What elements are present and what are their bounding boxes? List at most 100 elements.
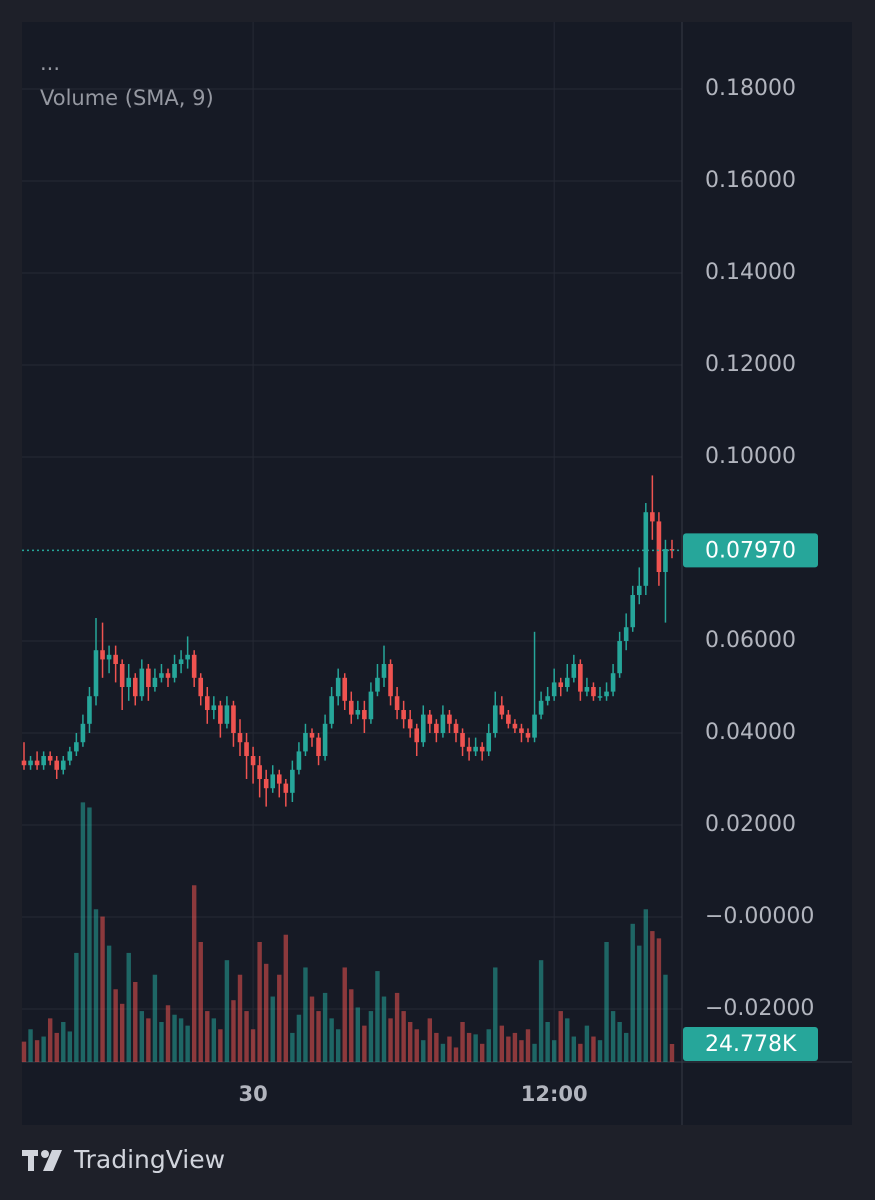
candle-body bbox=[231, 705, 236, 734]
volume-bar bbox=[453, 1047, 459, 1062]
last-volume-badge bbox=[683, 1026, 818, 1061]
volume-bar bbox=[499, 1025, 505, 1062]
volume-bar bbox=[473, 1034, 478, 1062]
volume-bar bbox=[368, 1011, 374, 1062]
volume-bar bbox=[362, 1025, 367, 1062]
volume-bar bbox=[205, 1011, 210, 1062]
volume-bar bbox=[316, 1011, 321, 1062]
volume-bar bbox=[656, 938, 662, 1062]
x-tick-label: 12:00 bbox=[521, 1082, 588, 1106]
volume-bar bbox=[519, 1040, 524, 1062]
candle-body bbox=[578, 664, 583, 692]
volume-bar bbox=[349, 989, 354, 1062]
candle-body bbox=[335, 677, 341, 697]
candle-body bbox=[93, 650, 99, 697]
candle-body bbox=[375, 677, 380, 692]
volume-bar bbox=[591, 1036, 596, 1062]
volume-bar bbox=[610, 1011, 616, 1062]
volume-bar bbox=[290, 1032, 295, 1062]
volume-bar bbox=[87, 807, 92, 1062]
candle-body bbox=[185, 654, 190, 660]
brand-logo bbox=[22, 1150, 62, 1171]
volume-bar bbox=[532, 1043, 537, 1062]
candle-body bbox=[276, 774, 282, 784]
candle-body bbox=[132, 677, 138, 697]
volume-bar bbox=[342, 967, 347, 1062]
candle-body bbox=[564, 677, 570, 688]
volume-bar bbox=[460, 1022, 465, 1062]
candle-body bbox=[414, 728, 420, 743]
candle-body bbox=[165, 673, 171, 678]
volume-bar bbox=[218, 1029, 223, 1062]
candle-body bbox=[80, 723, 86, 743]
candle-body bbox=[656, 521, 662, 573]
candle-body bbox=[519, 728, 524, 734]
y-tick-label: 0.16000 bbox=[705, 168, 796, 193]
candle-body bbox=[420, 714, 426, 743]
volume-bar bbox=[54, 1032, 59, 1062]
volume-bar bbox=[545, 1022, 550, 1062]
volume-bar bbox=[244, 1011, 249, 1062]
candle-body bbox=[584, 687, 590, 692]
volume-bar bbox=[133, 982, 138, 1062]
candle-body bbox=[21, 760, 27, 766]
volume-bar bbox=[126, 952, 131, 1062]
volume-bar bbox=[643, 909, 649, 1062]
legend-item[interactable]: ... bbox=[40, 51, 60, 75]
volume-bar bbox=[257, 942, 262, 1062]
brand-name[interactable]: TradingView bbox=[73, 1145, 225, 1174]
volume-bar bbox=[401, 1011, 406, 1062]
candle-body bbox=[139, 668, 145, 697]
volume-bar bbox=[211, 1018, 217, 1062]
candle-body bbox=[100, 650, 105, 660]
volume-bar bbox=[237, 974, 243, 1062]
candle-body bbox=[34, 760, 40, 766]
candle-body bbox=[87, 696, 92, 724]
volume-bar bbox=[466, 1032, 472, 1062]
candle-body bbox=[60, 760, 66, 770]
candle-body bbox=[466, 746, 472, 752]
y-tick-label: 0.10000 bbox=[705, 444, 796, 469]
candle-body bbox=[394, 696, 400, 711]
legend-item[interactable]: Volume (SMA, 9) bbox=[40, 86, 214, 110]
candle-body bbox=[571, 664, 577, 678]
volume-bar bbox=[551, 1040, 557, 1062]
volume-bar bbox=[67, 1031, 73, 1062]
candle-body bbox=[663, 549, 668, 573]
candle-body bbox=[74, 742, 79, 752]
volume-bar bbox=[296, 1014, 302, 1062]
volume-bar bbox=[100, 916, 105, 1062]
volume-bar bbox=[637, 945, 642, 1062]
candle-body bbox=[473, 746, 478, 752]
candle-body bbox=[532, 714, 537, 738]
candle-body bbox=[368, 691, 374, 720]
candle-body bbox=[407, 719, 413, 729]
candle-body bbox=[597, 696, 603, 698]
candle-body bbox=[224, 705, 230, 724]
volume-bar bbox=[263, 963, 269, 1062]
volume-bar bbox=[41, 1036, 46, 1062]
candle-body bbox=[440, 714, 446, 734]
y-tick-label: 0.12000 bbox=[705, 352, 796, 377]
candle-body bbox=[342, 677, 348, 701]
candle-body bbox=[322, 723, 328, 757]
candle-body bbox=[525, 733, 531, 738]
candle-body bbox=[47, 756, 53, 761]
volume-bar bbox=[506, 1036, 511, 1062]
candle-body bbox=[427, 714, 433, 724]
volume-bar bbox=[335, 1029, 341, 1062]
candle-body bbox=[316, 737, 321, 757]
x-tick-label: 30 bbox=[238, 1082, 267, 1106]
candle-body bbox=[381, 664, 387, 678]
volume-bar bbox=[427, 1018, 433, 1062]
volume-bar bbox=[21, 1041, 27, 1062]
last-volume-label: 24.778K bbox=[705, 1032, 797, 1057]
candle-body bbox=[630, 595, 636, 628]
candle-body bbox=[479, 746, 485, 752]
volume-bar bbox=[303, 967, 308, 1062]
volume-bar bbox=[479, 1043, 485, 1062]
candle-body bbox=[401, 710, 406, 720]
volume-bar bbox=[623, 1032, 629, 1062]
volume-bar bbox=[146, 1018, 151, 1062]
candle-body bbox=[126, 677, 132, 688]
